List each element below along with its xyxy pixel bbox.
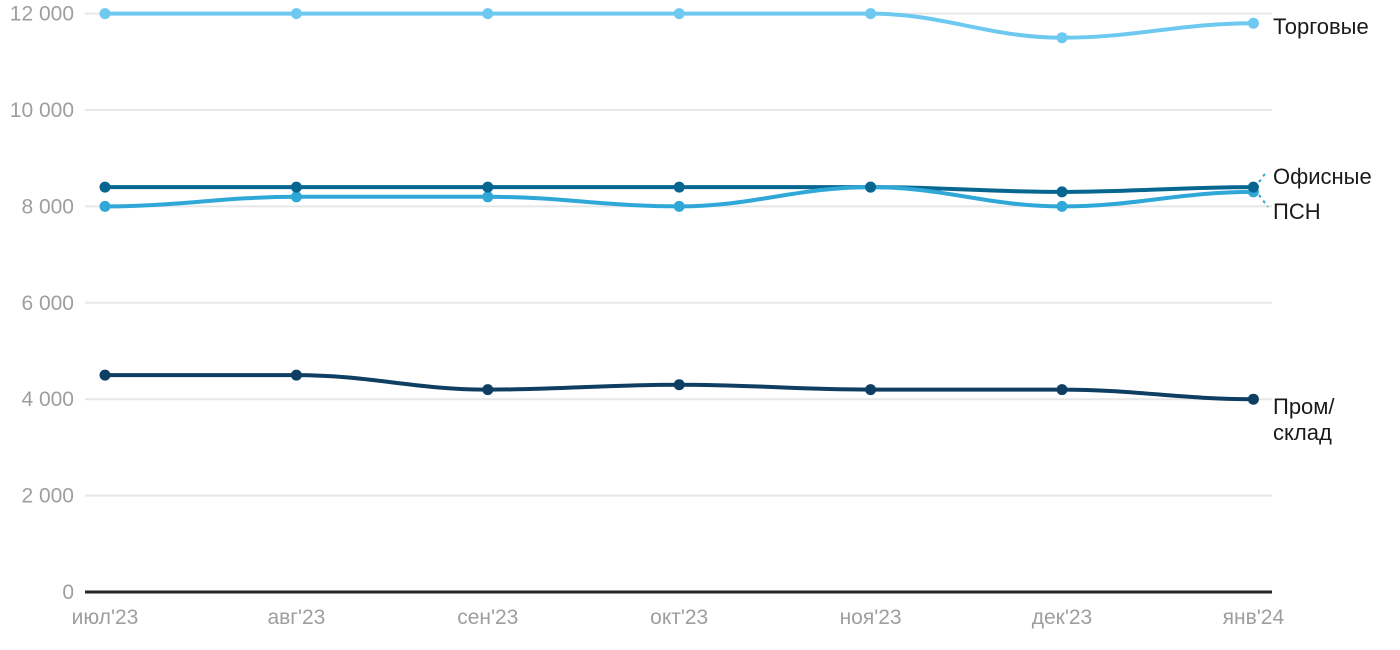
series-point-2	[482, 191, 494, 203]
x-tick-label: ноя'23	[840, 606, 902, 629]
y-tick-label: 6 000	[21, 292, 74, 315]
x-tick-label: окт'23	[650, 606, 708, 629]
series-point-2	[290, 191, 302, 203]
x-tick-label: дек'23	[1032, 606, 1093, 629]
series-point-3	[290, 369, 302, 381]
series-point-3	[673, 379, 685, 391]
series-point-3	[865, 384, 877, 396]
series-point-1	[290, 181, 302, 193]
series-label-prom-line2: склад	[1273, 420, 1332, 445]
series-point-1	[1247, 181, 1259, 193]
x-tick-label: июл'23	[72, 606, 139, 629]
y-tick-label: 0	[62, 581, 74, 604]
series-point-0	[99, 8, 111, 20]
series-label-torgovye: Торговые	[1273, 14, 1369, 39]
series-label-prom-line1: Пром/	[1273, 394, 1335, 419]
y-tick-label: 2 000	[21, 485, 74, 508]
series-point-3	[1056, 384, 1068, 396]
series-point-0	[673, 8, 685, 20]
y-tick-label: 10 000	[10, 99, 74, 122]
x-tick-label: янв'24	[1223, 606, 1285, 629]
series-point-0	[290, 8, 302, 20]
series-point-2	[99, 200, 111, 212]
series-point-1	[1056, 186, 1068, 198]
series-point-0	[865, 8, 877, 20]
leader-line-psn	[1258, 194, 1269, 208]
series-point-0	[482, 8, 494, 20]
series-point-3	[1247, 393, 1259, 405]
series-label-ofisnye: Офисные	[1273, 164, 1372, 189]
series-point-3	[99, 369, 111, 381]
leader-line-ofisnye	[1258, 170, 1268, 183]
y-tick-label: 8 000	[21, 195, 74, 218]
series-point-3	[482, 384, 494, 396]
series-point-2	[1056, 200, 1068, 212]
series-point-1	[99, 181, 111, 193]
y-tick-label: 4 000	[21, 388, 74, 411]
series-point-0	[1056, 32, 1068, 44]
series-point-1	[673, 181, 685, 193]
series-point-1	[482, 181, 494, 193]
series-point-1	[865, 181, 877, 193]
y-tick-label: 12 000	[10, 3, 74, 26]
series-label-prom-sklad: Пром/ склад	[1273, 394, 1335, 446]
x-tick-label: авг'23	[267, 606, 325, 629]
series-point-0	[1247, 17, 1259, 29]
series-label-psn: ПСН	[1273, 199, 1321, 224]
x-tick-label: сен'23	[457, 606, 518, 629]
series-point-2	[673, 200, 685, 212]
